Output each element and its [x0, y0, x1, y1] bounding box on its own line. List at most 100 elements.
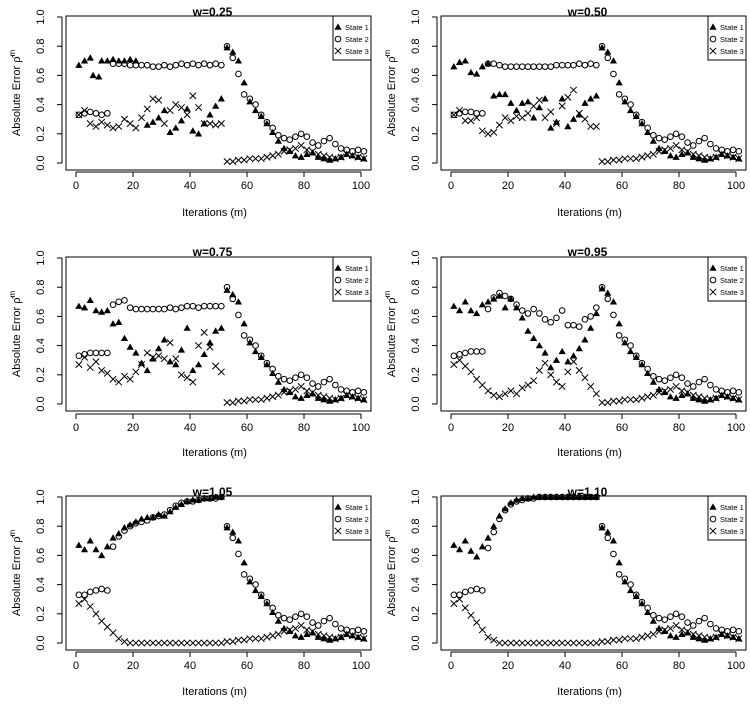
data-point — [530, 305, 537, 313]
data-point — [320, 393, 328, 401]
data-point — [655, 375, 663, 383]
data-point — [80, 545, 89, 553]
data-point — [689, 142, 697, 149]
data-point — [461, 604, 469, 612]
data-point — [718, 630, 726, 638]
data-point — [137, 359, 146, 366]
data-point — [217, 95, 225, 102]
data-point — [541, 349, 549, 356]
data-point — [189, 127, 197, 134]
plot-frame — [440, 256, 747, 412]
data-point — [183, 111, 191, 119]
x-axis-label: Iterations (m) — [182, 207, 247, 219]
legend-marker — [709, 276, 717, 284]
data-point — [501, 639, 509, 647]
data-point — [109, 124, 117, 132]
data-point — [354, 633, 362, 641]
data-point — [478, 381, 486, 389]
data-point — [308, 390, 317, 397]
data-point — [149, 353, 157, 361]
data-point — [331, 155, 339, 163]
data-point — [103, 543, 111, 550]
data-point — [655, 614, 663, 622]
data-point — [218, 302, 225, 310]
data-point — [461, 537, 469, 544]
data-point — [575, 344, 583, 352]
data-point — [490, 128, 498, 136]
data-point — [337, 633, 345, 641]
data-point — [177, 117, 186, 124]
y-tick-label: 0.0 — [410, 155, 422, 170]
data-point — [626, 396, 635, 404]
data-point — [535, 493, 543, 500]
data-point — [251, 635, 260, 643]
legend-marker — [709, 503, 717, 510]
data-point — [695, 632, 703, 640]
x-tick-label: 40 — [559, 422, 571, 434]
data-point — [598, 283, 606, 291]
data-point — [661, 136, 669, 143]
data-point — [456, 591, 463, 599]
data-point — [666, 144, 675, 152]
data-point — [683, 388, 692, 396]
data-point — [120, 637, 129, 646]
plot-frame — [65, 256, 372, 412]
data-point — [235, 550, 242, 558]
data-point — [678, 374, 686, 382]
data-point — [303, 391, 311, 398]
data-point — [314, 153, 322, 160]
data-point — [92, 545, 100, 553]
data-point — [547, 639, 555, 647]
y-axis-label-main: Absolute Error ρ̂ — [386, 55, 398, 137]
data-point — [292, 613, 299, 621]
data-point — [303, 387, 311, 395]
data-point — [132, 368, 140, 376]
data-point — [86, 54, 94, 61]
data-point — [354, 153, 362, 161]
data-point — [626, 106, 635, 114]
data-point — [291, 385, 300, 393]
data-point — [223, 398, 231, 407]
data-point — [303, 146, 311, 154]
legend-marker — [334, 527, 342, 535]
plot-frame — [440, 15, 747, 171]
data-point — [683, 629, 692, 636]
data-point — [638, 633, 646, 641]
series-group — [450, 283, 743, 396]
data-point — [309, 139, 316, 146]
x-axis-label: Iterations (m) — [182, 686, 247, 698]
data-point — [650, 131, 657, 139]
data-point — [308, 149, 317, 156]
data-point — [177, 346, 186, 353]
data-point — [530, 63, 537, 70]
series-group — [75, 493, 368, 635]
data-point — [132, 305, 140, 313]
data-point — [309, 619, 316, 626]
data-point — [166, 339, 174, 347]
data-point — [161, 61, 168, 69]
data-point — [132, 518, 140, 525]
series-group — [75, 595, 368, 647]
y-tick-label: 0.6 — [410, 68, 422, 83]
data-point — [530, 114, 538, 121]
data-point — [558, 102, 566, 110]
data-point — [581, 374, 589, 382]
data-point — [718, 391, 726, 399]
data-point — [303, 613, 311, 621]
legend-marker — [709, 23, 717, 30]
data-point — [115, 122, 123, 131]
data-point — [126, 55, 134, 63]
data-point — [194, 360, 203, 368]
y-axis-label: Absolute Error ρ̂m — [8, 530, 23, 617]
data-point — [75, 591, 83, 599]
data-point — [592, 122, 600, 131]
data-point — [223, 42, 231, 50]
data-point — [455, 58, 464, 65]
data-point — [303, 150, 311, 157]
data-point — [695, 635, 703, 642]
data-point — [695, 393, 703, 401]
data-point — [512, 496, 521, 503]
y-axis-label-superscript: m — [383, 50, 392, 57]
data-point — [160, 639, 168, 647]
